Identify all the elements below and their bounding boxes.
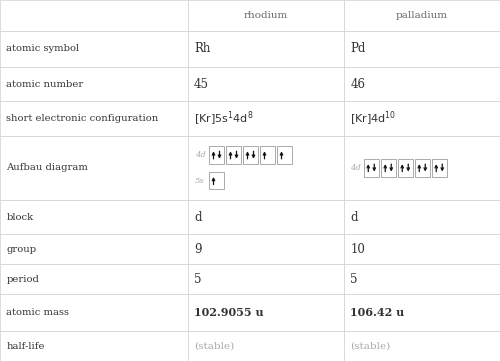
Text: atomic symbol: atomic symbol <box>6 44 80 53</box>
Bar <box>344 101 500 136</box>
Text: $\mathregular{[Kr]5s^14d^8}$: $\mathregular{[Kr]5s^14d^8}$ <box>194 109 254 128</box>
Bar <box>260 146 275 164</box>
Bar <box>188 294 344 331</box>
Bar <box>188 101 344 136</box>
Bar <box>188 331 344 361</box>
Text: rhodium: rhodium <box>244 11 288 20</box>
Bar <box>226 146 241 164</box>
Text: 4d: 4d <box>350 164 360 172</box>
Bar <box>277 146 292 164</box>
Text: 9: 9 <box>194 243 202 256</box>
Bar <box>0 101 188 136</box>
Bar <box>0 0 188 31</box>
Text: Rh: Rh <box>194 42 210 55</box>
Text: half-life: half-life <box>6 342 45 351</box>
Bar <box>0 331 188 361</box>
Bar <box>243 146 258 164</box>
Bar <box>364 159 379 177</box>
Bar <box>0 294 188 331</box>
Bar <box>188 234 344 264</box>
Bar <box>188 67 344 101</box>
Bar <box>344 0 500 31</box>
Bar <box>344 136 500 200</box>
Bar <box>344 294 500 331</box>
Bar <box>188 136 344 200</box>
Bar <box>188 264 344 294</box>
Text: d: d <box>194 210 202 223</box>
Text: (stable): (stable) <box>194 342 234 351</box>
Text: 102.9055 u: 102.9055 u <box>194 307 264 318</box>
Bar <box>0 200 188 234</box>
Bar <box>209 172 224 190</box>
Bar <box>344 67 500 101</box>
Text: atomic mass: atomic mass <box>6 308 70 317</box>
Bar <box>415 159 430 177</box>
Bar <box>0 136 188 200</box>
Bar <box>344 31 500 67</box>
Text: $\mathregular{[Kr]4d^{10}}$: $\mathregular{[Kr]4d^{10}}$ <box>350 109 397 128</box>
Text: 5: 5 <box>194 273 202 286</box>
Text: Pd: Pd <box>350 42 366 55</box>
Text: palladium: palladium <box>396 11 448 20</box>
Bar <box>0 31 188 67</box>
Bar <box>344 264 500 294</box>
Text: 45: 45 <box>194 78 209 91</box>
Text: 46: 46 <box>350 78 365 91</box>
Text: 106.42 u: 106.42 u <box>350 307 405 318</box>
Text: (stable): (stable) <box>350 342 391 351</box>
Bar <box>209 146 224 164</box>
Text: 5: 5 <box>350 273 358 286</box>
Text: period: period <box>6 274 40 283</box>
Bar <box>432 159 447 177</box>
Text: atomic number: atomic number <box>6 80 84 89</box>
Bar <box>188 200 344 234</box>
Bar <box>344 234 500 264</box>
Bar <box>344 331 500 361</box>
Bar <box>0 67 188 101</box>
Text: 10: 10 <box>350 243 365 256</box>
Bar <box>188 31 344 67</box>
Bar <box>344 200 500 234</box>
Bar <box>0 264 188 294</box>
Text: 5s: 5s <box>195 177 204 185</box>
Text: Aufbau diagram: Aufbau diagram <box>6 164 88 172</box>
Text: d: d <box>350 210 358 223</box>
Bar <box>398 159 413 177</box>
Bar <box>0 234 188 264</box>
Text: block: block <box>6 213 34 222</box>
Bar <box>188 0 344 31</box>
Bar <box>381 159 396 177</box>
Text: short electronic configuration: short electronic configuration <box>6 114 159 123</box>
Text: group: group <box>6 245 36 254</box>
Text: 4d: 4d <box>195 151 206 159</box>
